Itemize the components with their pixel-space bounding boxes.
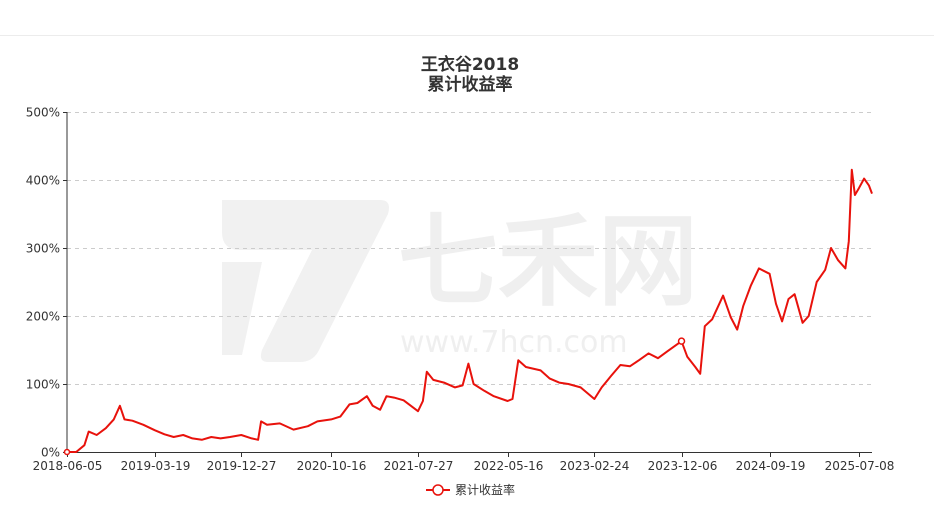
legend[interactable]: 累计收益率 (426, 482, 515, 497)
watermark-url-text: www.7hcn.com (400, 325, 628, 360)
series-highlight-point (677, 337, 686, 345)
y-tick-label: 500% (26, 106, 60, 120)
y-tick-label: 0% (41, 446, 60, 460)
watermark-brand-text: 七禾网 (398, 203, 698, 320)
x-tick-label: 2024-09-19 (736, 459, 806, 473)
x-tick-label: 2025-07-08 (825, 459, 895, 473)
watermark: 七禾网 www.7hcn.com (222, 200, 698, 362)
x-tick-label: 2023-12-06 (648, 459, 718, 473)
y-axis: 0% 100% 200% 300% 400% 500% (26, 106, 68, 460)
top-divider (0, 35, 934, 36)
series-line (67, 168, 873, 453)
watermark-logo-arc (222, 262, 262, 355)
y-tick-label: 300% (26, 242, 60, 256)
grid-lines (67, 112, 872, 385)
y-tick-label: 100% (26, 378, 60, 392)
series-layer (63, 168, 873, 456)
x-tick-label: 2019-03-19 (121, 459, 191, 473)
watermark-logo-mark (222, 200, 389, 362)
legend-circle-icon (432, 484, 444, 496)
y-tick-label: 400% (26, 174, 60, 188)
chart-title: 王衣谷2018 (421, 54, 519, 75)
x-tick-label: 2019-12-27 (207, 459, 277, 473)
legend-label: 累计收益率 (455, 482, 515, 497)
x-axis: 2018-06-05 2019-03-19 2019-12-27 2020-10-16… (33, 452, 895, 473)
series-start-point (63, 448, 71, 456)
x-tick-label: 2022-05-16 (474, 459, 544, 473)
x-tick-label: 2020-10-16 (297, 459, 367, 473)
x-tick-label: 2018-06-05 (33, 459, 103, 473)
chart-subtitle: 累计收益率 (428, 74, 513, 95)
y-tick-label: 200% (26, 310, 60, 324)
x-tick-label: 2023-02-24 (560, 459, 630, 473)
x-tick-label: 2021-07-27 (384, 459, 454, 473)
